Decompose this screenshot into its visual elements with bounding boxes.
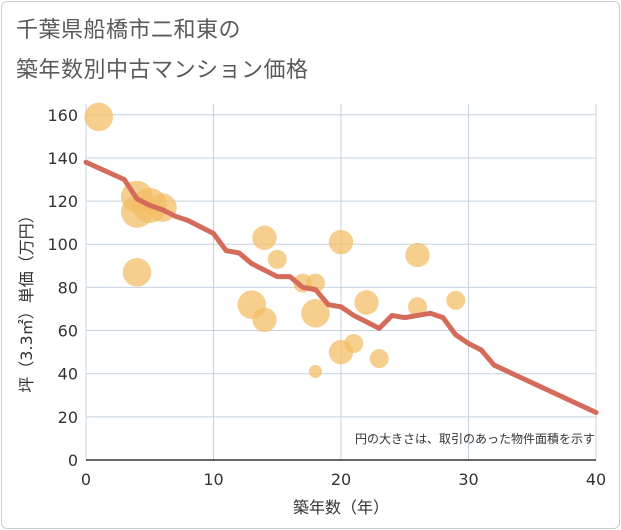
bubble-point xyxy=(344,333,364,353)
bubble-point xyxy=(446,290,466,310)
bubble-point xyxy=(354,290,379,315)
x-tick-label: 40 xyxy=(586,470,606,489)
bubble-point xyxy=(267,249,287,269)
bubble-point xyxy=(252,225,277,250)
bubble-point xyxy=(308,364,323,379)
y-axis-ticks: 0 20 40 60 80 100 120 140 160 xyxy=(47,106,78,470)
y-tick-label: 80 xyxy=(58,278,78,297)
bubble-point xyxy=(405,242,430,268)
bubble-size-note: 円の大きさは、取引のあった物件面積を示す xyxy=(355,431,595,446)
chart-title-line1: 千葉県船橋市二和東の xyxy=(16,18,242,43)
bubble-point xyxy=(301,299,330,328)
bubble-point xyxy=(84,102,114,132)
y-tick-label: 60 xyxy=(58,322,78,341)
bubble-point xyxy=(252,307,277,332)
bubble-point xyxy=(369,349,389,369)
x-axis-label: 築年数（年） xyxy=(293,498,389,517)
bubble-point xyxy=(122,258,152,287)
x-tick-label: 20 xyxy=(331,470,351,489)
y-axis-label: 坪（3.3㎡）単価（万円） xyxy=(17,207,36,392)
x-tick-label: 10 xyxy=(203,470,223,489)
chart-title-line2: 築年数別中古マンション価格 xyxy=(16,58,309,83)
x-axis-ticks: 0 10 20 30 40 xyxy=(81,470,606,489)
x-tick-label: 30 xyxy=(458,470,478,489)
y-tick-label: 100 xyxy=(47,235,78,254)
y-tick-label: 160 xyxy=(47,106,78,125)
y-tick-label: 0 xyxy=(68,451,78,470)
y-tick-label: 20 xyxy=(58,408,78,427)
trend-line xyxy=(83,159,599,416)
bubble-point xyxy=(408,297,427,317)
y-tick-label: 140 xyxy=(47,149,78,168)
y-tick-label: 120 xyxy=(47,192,78,211)
y-tick-label: 40 xyxy=(58,365,78,384)
bubble-point xyxy=(328,229,354,255)
x-tick-label: 0 xyxy=(81,470,91,489)
